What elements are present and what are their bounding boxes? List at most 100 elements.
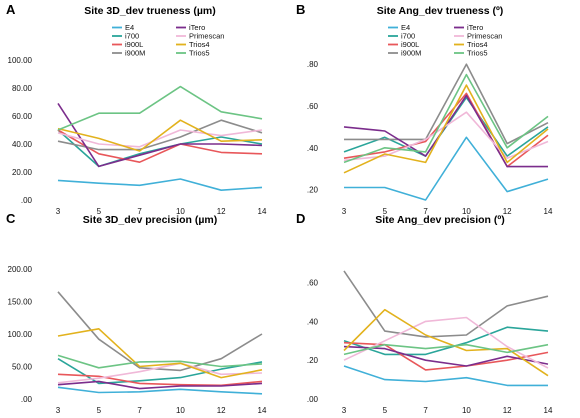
panel-letter-b: B	[296, 2, 305, 17]
x-tick-label: 10	[462, 207, 471, 216]
series-line-trios4	[343, 308, 549, 377]
y-tick-label: .00	[21, 395, 33, 404]
series-line-primescan	[57, 362, 263, 384]
y-tick-label: 200.00	[8, 265, 33, 274]
legend-label-i700: i700	[125, 32, 139, 41]
series-line-i900m	[57, 291, 263, 372]
series-line-i900l	[57, 129, 263, 163]
series-line-i900l	[343, 92, 549, 168]
legend-label-trios4: Trios4	[467, 40, 488, 49]
legend-label-i900l: i900L	[125, 40, 143, 49]
x-tick-label: 5	[383, 207, 388, 216]
legend-label-i700: i700	[401, 32, 415, 41]
x-tick-label: 10	[176, 406, 185, 415]
series-line-itero	[57, 102, 263, 168]
y-tick-label: .80	[307, 60, 319, 69]
chart-svg-c: C Site 3D_dev precision (µm) .00 50.00 100.0…	[6, 211, 267, 415]
series-line-e4	[57, 178, 263, 191]
legend-label-primescan: Primescan	[467, 32, 502, 41]
legend-label-e4: E4	[401, 23, 410, 32]
y-tick-label: 100.00	[8, 330, 33, 339]
legend-label-trios5: Trios5	[189, 49, 210, 58]
legend-label-e4: E4	[125, 23, 134, 32]
legend-label-itero: iTero	[467, 23, 483, 32]
x-tick-label: 12	[217, 207, 226, 216]
series-line-trios4	[343, 84, 549, 174]
legend-label-i900l: i900L	[401, 40, 419, 49]
x-tick-label: 7	[423, 207, 428, 216]
chart-panel-b: B Site Ang_dev trueness (º) .20 .40 .60 .80 3 5…	[290, 0, 580, 216]
series-line-trios4	[57, 328, 263, 379]
y-tick-label: .60	[307, 279, 319, 288]
x-tick-label: 3	[56, 207, 61, 216]
legend-label-i900m: i900M	[125, 49, 145, 58]
legend-label-primescan: Primescan	[189, 32, 224, 41]
series-line-primescan	[343, 316, 549, 369]
x-tick-label: 14	[544, 207, 553, 216]
x-tick-label: 14	[258, 207, 267, 216]
y-tick-label: 50.00	[12, 363, 33, 372]
panel-letter-c: C	[6, 211, 16, 226]
series-line-e4	[343, 365, 548, 387]
y-tick-label: .00	[21, 196, 33, 205]
series-line-trios5	[57, 85, 263, 131]
y-tick-label: .60	[307, 102, 319, 111]
y-tick-label: .00	[307, 395, 319, 404]
series-line-itero	[343, 94, 548, 168]
x-tick-label: 5	[97, 207, 102, 216]
series-line-trios5	[343, 73, 549, 164]
series-line-itero	[343, 345, 549, 367]
x-tick-label: 14	[544, 406, 553, 415]
chart-title-a: Site 3D_dev trueness (µm)	[84, 5, 216, 17]
series-line-i900m	[343, 270, 549, 338]
chart-svg-d: D Site Ang_dev precision (º) .00 .20 .40 .60 3…	[296, 211, 553, 415]
x-tick-label: 7	[137, 207, 142, 216]
y-tick-label: 60.00	[12, 112, 33, 121]
x-tick-label: 7	[137, 406, 142, 415]
legend-label-trios5: Trios5	[467, 49, 488, 58]
x-tick-label: 12	[503, 406, 512, 415]
chart-title-b: Site Ang_dev trueness (º)	[377, 5, 504, 17]
chart-panel-c: C Site 3D_dev precision (µm) .00 50.00 100.0…	[0, 209, 290, 418]
y-tick-label: 40.00	[12, 140, 33, 149]
x-tick-label: 3	[342, 207, 347, 216]
y-tick-label: 20.00	[12, 168, 33, 177]
y-tick-label: .40	[307, 144, 319, 153]
panel-letter-d: D	[296, 211, 305, 226]
chart-panel-a: A Site 3D_dev trueness (µm) .00 20.00 40.00 6…	[0, 0, 290, 216]
x-tick-label: 10	[462, 406, 471, 415]
chart-svg-b: B Site Ang_dev trueness (º) .20 .40 .60 .80 3 5…	[296, 2, 553, 216]
series-line-trios4	[57, 119, 263, 152]
series-line-i900m	[57, 119, 263, 151]
series-line-i900m	[344, 63, 549, 145]
series-line-i900l	[57, 373, 263, 387]
x-tick-label: 10	[176, 207, 185, 216]
y-tick-label: 80.00	[12, 84, 33, 93]
x-tick-label: 12	[217, 406, 226, 415]
series-line-primescan	[57, 129, 263, 148]
y-tick-label: 100.00	[8, 56, 33, 65]
series-line-trios5	[343, 343, 549, 356]
chart-svg-a: A Site 3D_dev trueness (µm) .00 20.00 40.00 6…	[6, 2, 267, 216]
y-tick-label: .20	[307, 186, 319, 195]
series-line-trios5	[57, 354, 263, 369]
x-tick-label: 3	[342, 406, 347, 415]
series-line-i700	[343, 326, 549, 356]
legend-label-trios4: Trios4	[189, 40, 210, 49]
legend-label-itero: iTero	[189, 23, 205, 32]
chart-title-c: Site 3D_dev precision (µm)	[83, 214, 217, 226]
x-tick-label: 3	[56, 406, 61, 415]
series-line-e4	[57, 386, 263, 395]
x-tick-label: 7	[423, 406, 428, 415]
panel-letter-a: A	[6, 2, 16, 17]
x-tick-label: 5	[97, 406, 102, 415]
chart-title-d: Site Ang_dev precision (º)	[375, 214, 504, 226]
series-line-e4	[344, 136, 549, 201]
y-tick-label: .40	[307, 317, 319, 326]
legend-label-i900m: i900M	[401, 49, 421, 58]
y-tick-label: .20	[307, 356, 319, 365]
y-tick-label: 150.00	[8, 298, 33, 307]
x-tick-label: 5	[383, 406, 388, 415]
chart-panel-d: D Site Ang_dev precision (º) .00 .20 .40 .60 3…	[290, 209, 580, 418]
x-tick-label: 12	[503, 207, 512, 216]
